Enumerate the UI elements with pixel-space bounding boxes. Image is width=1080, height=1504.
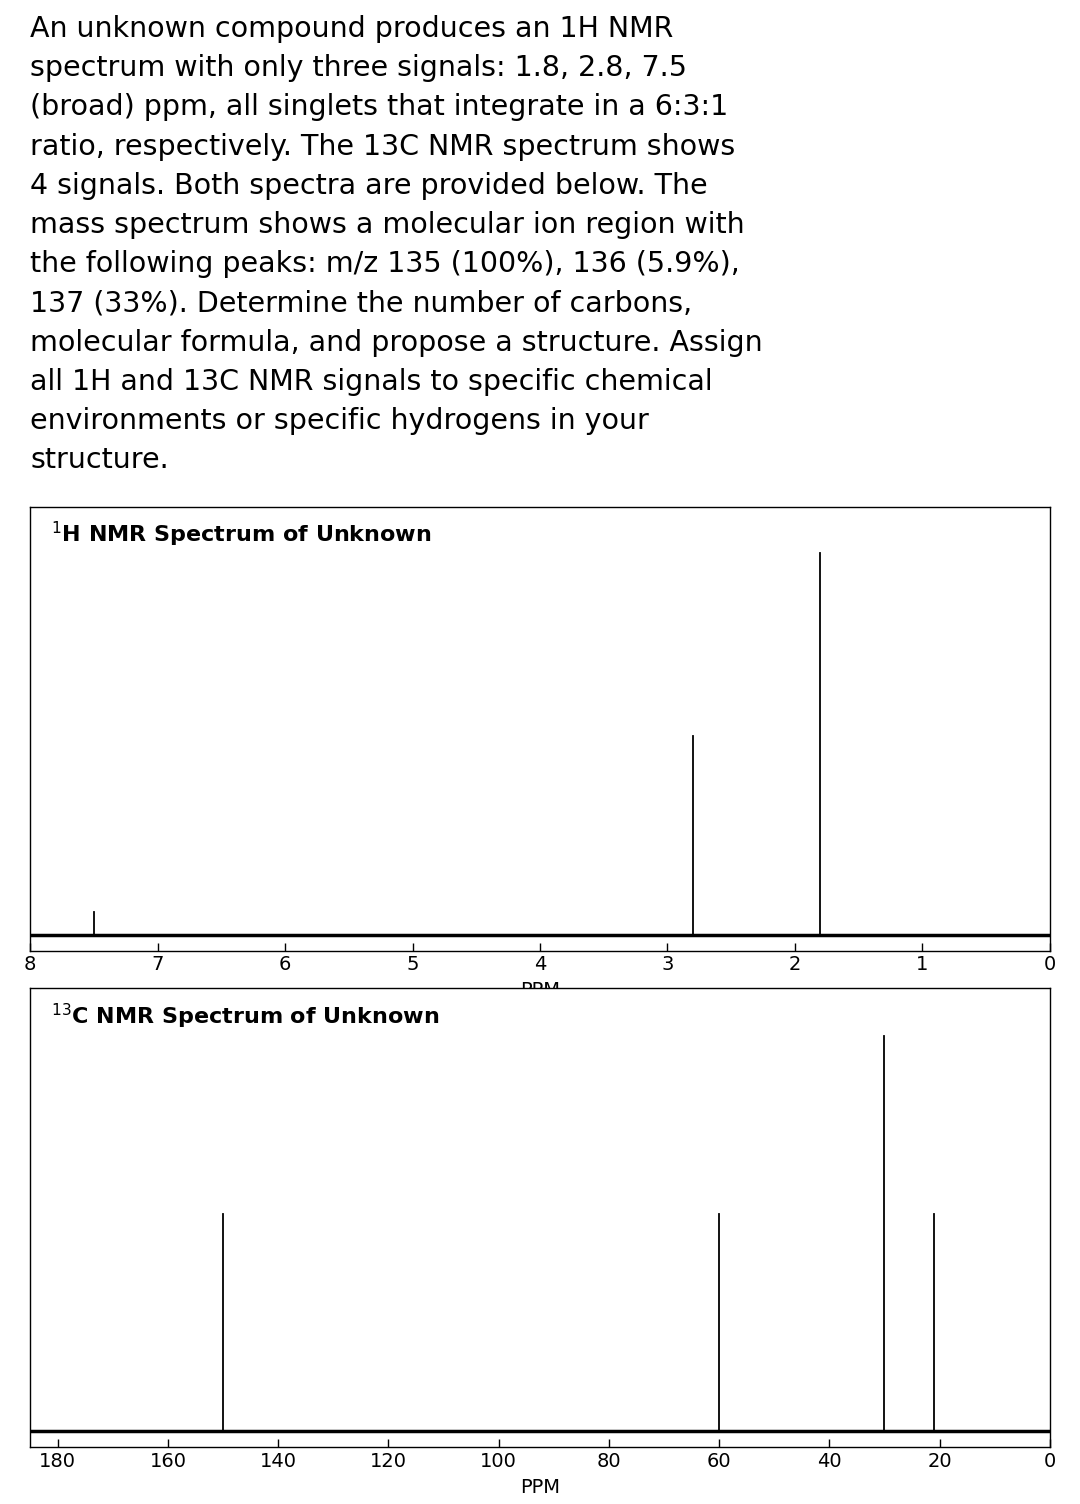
Text: 4 signals. Both spectra are provided below. The: 4 signals. Both spectra are provided bel… — [30, 171, 707, 200]
Text: (broad) ppm, all singlets that integrate in a 6:3:1: (broad) ppm, all singlets that integrate… — [30, 93, 729, 122]
Text: the following peaks: m/z 135 (100%), 136 (5.9%),: the following peaks: m/z 135 (100%), 136… — [30, 250, 740, 278]
Text: spectrum with only three signals: 1.8, 2.8, 7.5: spectrum with only three signals: 1.8, 2… — [30, 54, 687, 83]
Text: $^{13}$C NMR Spectrum of Unknown: $^{13}$C NMR Spectrum of Unknown — [51, 1002, 438, 1032]
Text: environments or specific hydrogens in your: environments or specific hydrogens in yo… — [30, 408, 649, 435]
Text: $^{1}$H NMR Spectrum of Unknown: $^{1}$H NMR Spectrum of Unknown — [51, 520, 431, 549]
Text: structure.: structure. — [30, 447, 168, 474]
Text: molecular formula, and propose a structure. Assign: molecular formula, and propose a structu… — [30, 329, 762, 356]
X-axis label: PPM: PPM — [519, 1477, 561, 1496]
Text: all 1H and 13C NMR signals to specific chemical: all 1H and 13C NMR signals to specific c… — [30, 368, 713, 396]
Text: mass spectrum shows a molecular ion region with: mass spectrum shows a molecular ion regi… — [30, 211, 745, 239]
Text: An unknown compound produces an 1H NMR: An unknown compound produces an 1H NMR — [30, 15, 674, 44]
X-axis label: PPM: PPM — [519, 981, 561, 1000]
Text: ratio, respectively. The 13C NMR spectrum shows: ratio, respectively. The 13C NMR spectru… — [30, 132, 735, 161]
Text: 137 (33%). Determine the number of carbons,: 137 (33%). Determine the number of carbo… — [30, 289, 692, 317]
